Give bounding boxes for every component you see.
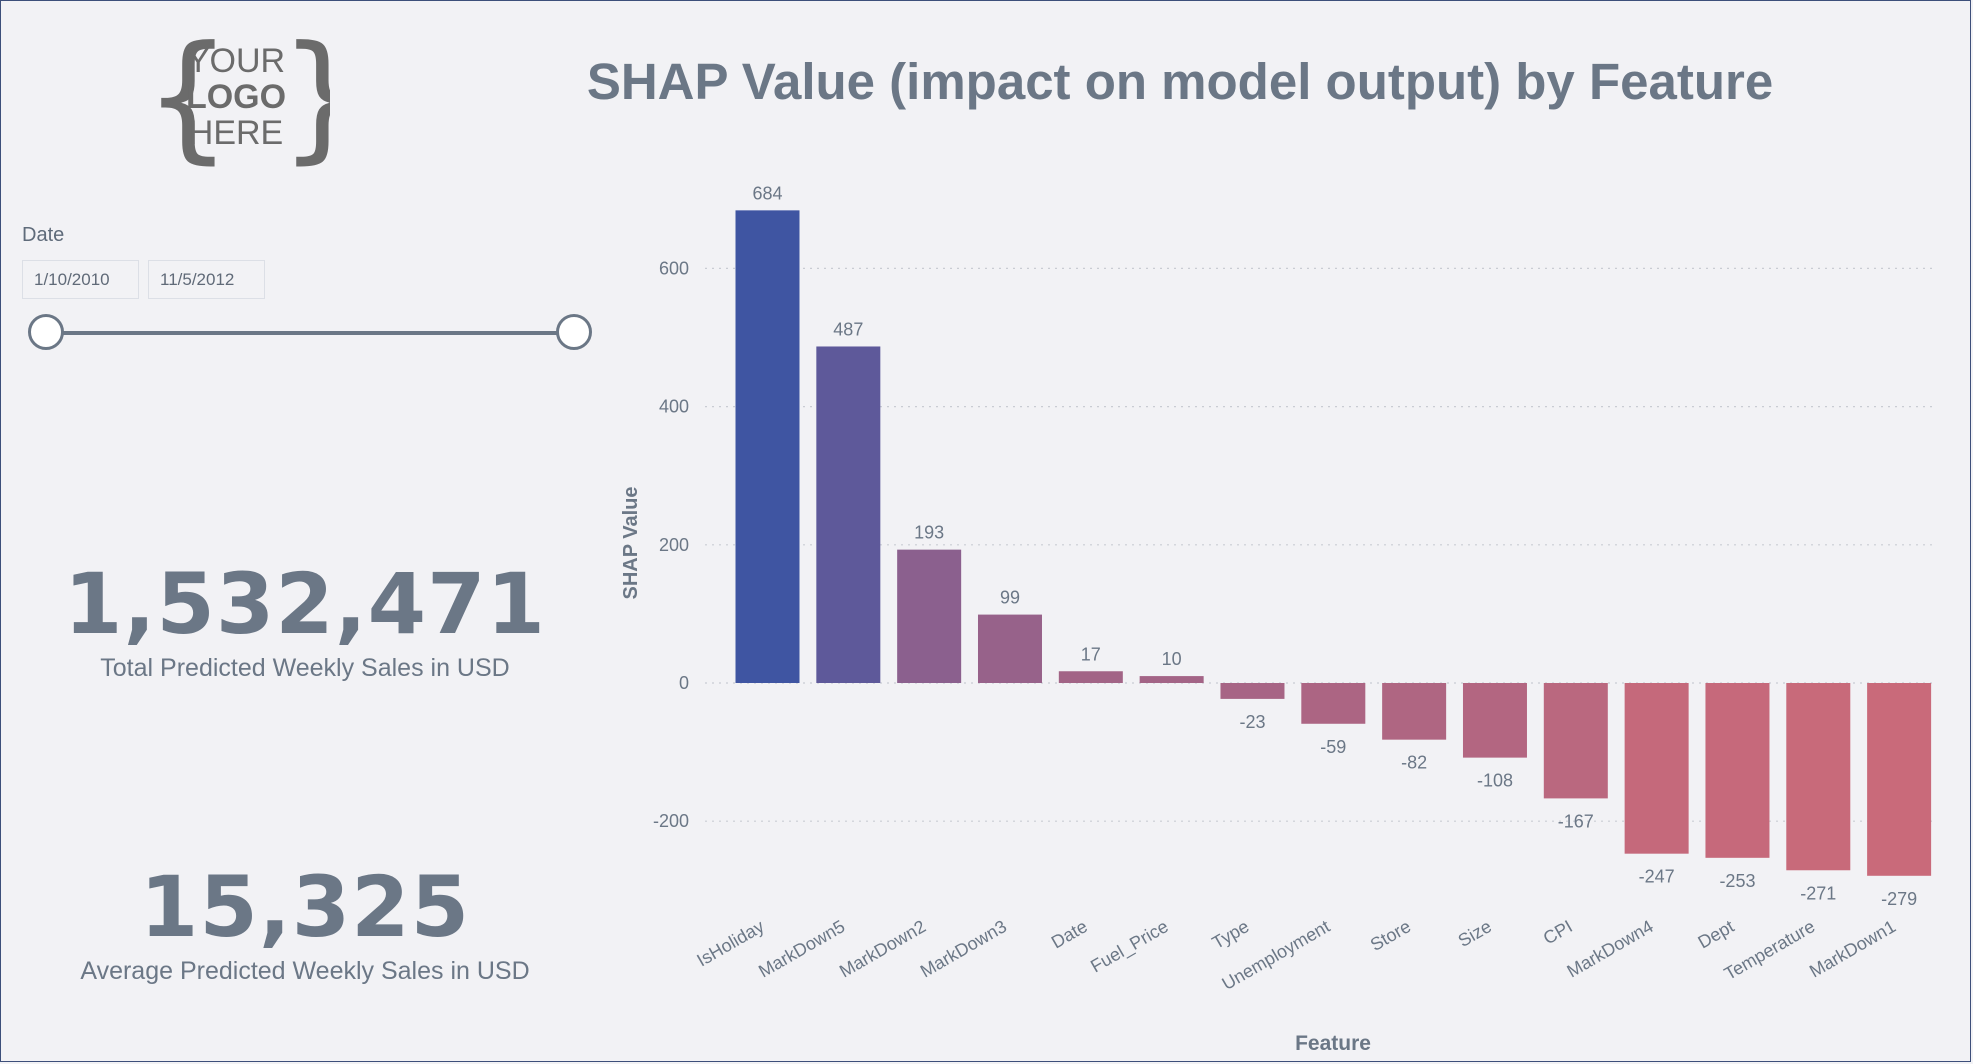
data-label: -279 <box>1881 889 1917 909</box>
x-tick-label: Date <box>1048 916 1091 952</box>
bar[interactable] <box>1867 683 1932 876</box>
y-tick-label: 0 <box>679 673 689 693</box>
x-tick-label: Fuel_Price <box>1087 916 1172 977</box>
bar[interactable] <box>1382 683 1447 740</box>
date-slider-end-handle[interactable] <box>556 314 592 350</box>
bar[interactable] <box>1220 683 1285 699</box>
logo-line-1: YOUR <box>187 42 285 80</box>
page-title: SHAP Value (impact on model output) by F… <box>586 53 1774 110</box>
bar[interactable] <box>977 614 1042 683</box>
logo-line-3: HERE <box>189 114 283 152</box>
bar[interactable] <box>816 346 881 683</box>
y-tick-label: -200 <box>653 811 689 831</box>
data-label: -271 <box>1800 883 1836 903</box>
bar[interactable] <box>1301 683 1366 724</box>
x-tick-label: Type <box>1209 916 1253 953</box>
date-slider-track[interactable] <box>46 331 574 335</box>
bar[interactable] <box>1139 676 1204 683</box>
x-tick-label: MarkDown3 <box>917 916 1010 981</box>
x-tick-label: MarkDown4 <box>1563 916 1656 981</box>
x-tick-label: Store <box>1367 916 1414 955</box>
average-sales-label: Average Predicted Weekly Sales in USD <box>80 957 530 985</box>
bar[interactable] <box>897 549 962 683</box>
y-tick-label: 400 <box>659 397 689 417</box>
average-sales-value: 15,325 <box>139 858 471 956</box>
x-tick-label: CPI <box>1540 916 1576 948</box>
data-label: 99 <box>1000 588 1020 608</box>
y-tick-label: 600 <box>659 258 689 278</box>
x-tick-label: MarkDown1 <box>1806 916 1899 981</box>
x-axis-title: Feature <box>1295 1032 1371 1055</box>
logo-right-brace: } <box>279 32 330 168</box>
x-tick-label: Dept <box>1695 916 1738 952</box>
bar[interactable] <box>1058 671 1123 683</box>
data-label: 17 <box>1081 644 1101 664</box>
data-label: -108 <box>1477 771 1513 791</box>
data-label: -247 <box>1639 867 1675 887</box>
x-tick-label: MarkDown5 <box>755 916 848 981</box>
data-label: 10 <box>1162 649 1182 669</box>
data-label: 193 <box>914 523 944 543</box>
logo-line-2: LOGO <box>186 78 286 116</box>
bar[interactable] <box>1705 683 1770 858</box>
y-axis-title: SHAP Value <box>620 486 642 599</box>
date-start-input[interactable]: 1/10/2010 <box>22 260 139 299</box>
x-tick-label: Size <box>1455 916 1495 951</box>
bar[interactable] <box>1462 683 1527 758</box>
x-tick-label: MarkDown2 <box>836 916 929 981</box>
date-slider-start-handle[interactable] <box>28 314 64 350</box>
data-label: -167 <box>1558 811 1594 831</box>
date-end-input[interactable]: 11/5/2012 <box>148 260 265 299</box>
data-label: -253 <box>1719 871 1755 891</box>
total-sales-label: Total Predicted Weekly Sales in USD <box>100 654 510 682</box>
data-label: -82 <box>1401 753 1427 773</box>
date-slicer-label: Date <box>22 224 65 246</box>
total-sales-value: 1,532,471 <box>64 555 546 653</box>
bar[interactable] <box>735 210 800 683</box>
data-label: -59 <box>1320 737 1346 757</box>
bar[interactable] <box>1543 683 1608 799</box>
x-tick-label: Temperature <box>1721 916 1819 984</box>
data-label: -23 <box>1239 712 1265 732</box>
y-tick-label: 200 <box>659 535 689 555</box>
bar[interactable] <box>1624 683 1689 854</box>
bar[interactable] <box>1786 683 1851 871</box>
data-label: 684 <box>752 183 782 203</box>
logo: { } YOUR LOGO HERE <box>144 32 330 168</box>
logo-left-brace: { <box>144 32 232 168</box>
data-label: 487 <box>833 319 863 339</box>
